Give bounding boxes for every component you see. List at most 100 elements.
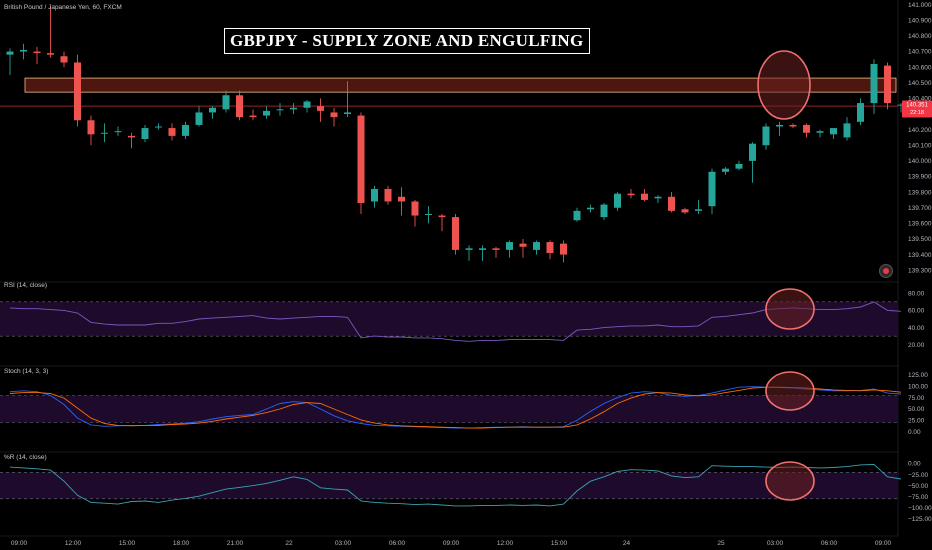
candle-body: [411, 201, 419, 216]
candle-body: [155, 126, 162, 128]
candle-body: [452, 217, 459, 250]
time-axis-tick: 22: [285, 540, 293, 547]
time-axis-tick: 09:00: [11, 540, 28, 547]
indicator-axis-tick: 50.00: [908, 406, 925, 413]
price-axis-tick: 140.600: [908, 64, 932, 71]
symbol-title: British Pound / Japanese Yen, 60, FXCM: [4, 4, 122, 11]
candle-body: [168, 128, 176, 136]
candle-body: [533, 242, 540, 250]
candle-body: [33, 51, 41, 54]
candle-body: [195, 112, 203, 125]
price-axis-tick: 139.300: [908, 267, 932, 274]
candle-body: [857, 103, 864, 122]
candle-body: [506, 242, 513, 250]
time-axis-tick: 12:00: [497, 540, 514, 547]
price-axis-tick: 141.000: [908, 2, 932, 9]
candle-body: [897, 104, 905, 106]
alert-icon[interactable]: [879, 264, 893, 278]
indicator-band: [0, 301, 898, 337]
time-axis-tick: 09:00: [875, 540, 892, 547]
series-line-3-0: [9, 463, 902, 507]
price-axis-tick: 139.600: [908, 221, 932, 228]
candle-body: [465, 248, 473, 250]
indicator-axis-tick: −50.00: [908, 483, 928, 490]
candle-body: [101, 132, 108, 134]
time-axis-tick: 09:00: [443, 540, 460, 547]
series-line-2-1: [9, 386, 902, 429]
price-axis-tick: 140.800: [908, 33, 932, 40]
candle-body: [681, 209, 689, 213]
candle-body: [222, 95, 230, 110]
candle-body: [128, 135, 135, 138]
candle-body: [344, 112, 351, 115]
candle-body: [654, 196, 662, 199]
series-line-1-0: [9, 301, 902, 342]
candle-body: [182, 124, 189, 136]
candle-body: [141, 128, 149, 139]
price-axis-tick: 140.700: [908, 49, 932, 56]
price-label-box: [902, 100, 932, 118]
candle-body: [209, 107, 216, 113]
indicator-axis-tick: −25.00: [908, 472, 928, 479]
price-axis-tick: 140.100: [908, 142, 932, 149]
candle-body: [114, 131, 122, 133]
candle-body: [546, 242, 554, 254]
candle-body: [357, 115, 365, 204]
candle-body: [236, 95, 243, 118]
price-label-value: 140.351: [906, 103, 928, 109]
price-axis-tick: 140.200: [908, 127, 932, 134]
candle-body: [330, 112, 338, 118]
candle-body: [735, 163, 743, 169]
candle-body: [87, 120, 95, 135]
williams-r-pane-label: %R (14, close): [4, 454, 47, 461]
candle-body: [47, 53, 54, 55]
time-axis-tick: 25: [717, 540, 725, 547]
time-axis-tick: 03:00: [767, 540, 784, 547]
time-axis-tick: 12:00: [65, 540, 82, 547]
time-axis-tick: 21:00: [227, 540, 244, 547]
time-axis-tick: 15:00: [119, 540, 136, 547]
candle-body: [438, 215, 446, 218]
candle-body: [20, 49, 27, 52]
supply-zone: [24, 77, 897, 93]
price-axis-tick: 140.000: [908, 158, 932, 165]
candle-body: [708, 171, 716, 207]
time-axis-tick: 06:00: [389, 540, 406, 547]
time-axis-tick: 24: [623, 540, 631, 547]
indicator-axis-tick: 80.00: [908, 290, 925, 297]
candle-body: [830, 128, 837, 135]
price-label-countdown: 22:18: [910, 110, 924, 116]
indicator-axis-tick: 60.00: [908, 308, 925, 315]
indicator-axis-tick: −75.00: [908, 494, 928, 501]
candle-body: [749, 143, 756, 161]
candle-body: [870, 64, 878, 104]
candle-body: [614, 193, 621, 208]
candle-body: [492, 248, 500, 250]
candle-body: [789, 124, 797, 127]
indicator-axis-tick: 40.00: [908, 325, 925, 332]
candle-body: [519, 243, 527, 247]
candle-body: [479, 248, 486, 250]
candle-body: [722, 168, 729, 172]
candle-body: [398, 196, 405, 202]
indicator-axis-tick: 0.00: [908, 461, 921, 468]
time-axis-tick: 15:00: [551, 540, 568, 547]
highlight-circle-3: [765, 461, 815, 501]
time-axis-tick: 18:00: [173, 540, 190, 547]
highlight-circle-0: [757, 50, 811, 120]
indicator-band: [0, 472, 898, 499]
indicator-axis-tick: −125.00: [908, 516, 932, 523]
annotation-title: GBPJPY - SUPPLY ZONE AND ENGULFING: [224, 28, 590, 54]
indicator-axis-tick: −100.00: [908, 505, 932, 512]
candle-body: [776, 124, 783, 127]
indicator-band: [0, 395, 898, 423]
time-axis-tick: 03:00: [335, 540, 352, 547]
time-axis-tick: 06:00: [821, 540, 838, 547]
candle-body: [425, 213, 432, 215]
candle-body: [816, 131, 824, 133]
candle-body: [6, 51, 14, 55]
candle-body: [573, 210, 581, 221]
candle-body: [263, 110, 270, 116]
price-axis-tick: 139.800: [908, 189, 932, 196]
